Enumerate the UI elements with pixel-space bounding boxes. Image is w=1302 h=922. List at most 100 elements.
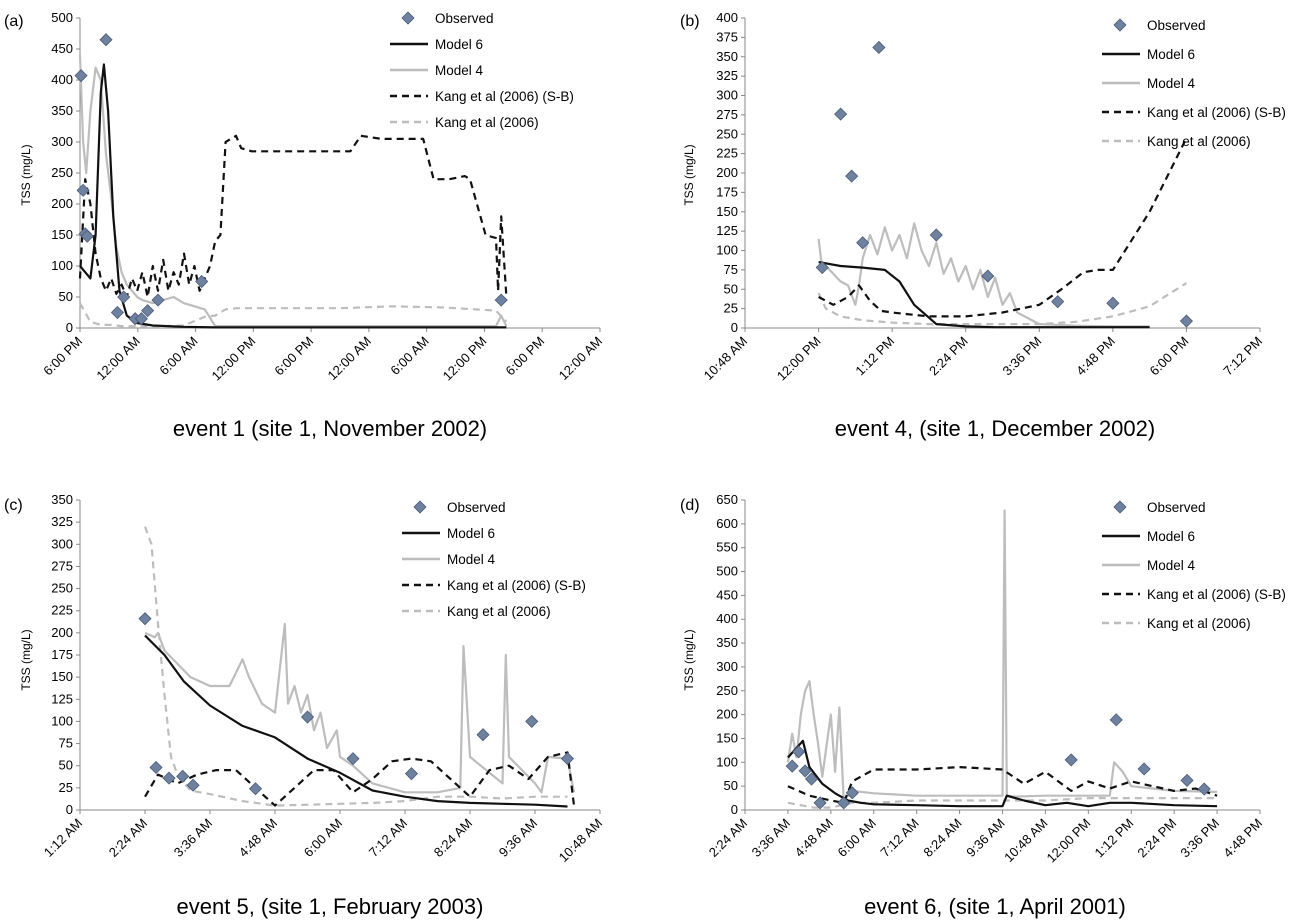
series-line-kang-et-al-2006- (143, 526, 568, 807)
legend-model6-label: Model 6 (1147, 47, 1195, 62)
x-tick-label: 12:00 AM (325, 334, 374, 383)
observed-point (525, 714, 539, 728)
observed-point (476, 728, 490, 742)
x-tick-label: 3:36 PM (1000, 334, 1045, 379)
observed-point (813, 796, 827, 810)
x-tick-label: 8:24 AM (920, 816, 964, 860)
legend-kang-label: Kang et al (2006) (1147, 134, 1251, 149)
observed-point (186, 778, 200, 792)
observed-point (494, 293, 508, 307)
x-tick-label: 4:48 AM (236, 816, 280, 860)
y-tick-label: 0 (66, 802, 73, 817)
y-tick-label: 500 (716, 564, 738, 579)
x-tick-label: 12:00 PM (774, 334, 824, 384)
observed-point (141, 304, 155, 318)
y-tick-label: 450 (51, 41, 73, 56)
series-line-model-4 (144, 622, 576, 794)
x-tick-label: 3:36 AM (749, 816, 793, 860)
y-tick-label: 0 (731, 802, 738, 817)
observed-point (1137, 762, 1151, 776)
y-tick-label: 375 (716, 29, 738, 44)
legend-observed-marker (413, 500, 427, 514)
series-line-kang-et-al-2006- (787, 796, 1218, 809)
series-line-model-6 (144, 634, 568, 808)
observed-point (929, 228, 943, 242)
y-tick-label: 100 (51, 713, 73, 728)
observed-point (149, 760, 163, 775)
panel-label: (d) (680, 497, 700, 514)
series-line-model-6 (787, 739, 1218, 808)
x-tick-label: 6:00 PM (502, 334, 547, 379)
y-axis-title: TSS (mg/L) (19, 629, 33, 690)
x-tick-label: 4:48 PM (1073, 334, 1118, 379)
y-tick-label: 650 (716, 492, 738, 507)
observed-point (872, 40, 886, 55)
observed-point (1109, 713, 1123, 727)
x-tick-label: 10:48 AM (556, 816, 605, 865)
x-tick-label: 7:12 PM (1220, 334, 1265, 379)
y-tick-label: 350 (51, 103, 73, 118)
legend-kang-label: Kang et al (2006) (435, 115, 539, 130)
y-tick-label: 450 (716, 587, 738, 602)
x-tick-label: 7:12 AM (366, 816, 410, 860)
y-tick-label: 50 (59, 289, 73, 304)
panel-label: (a) (4, 13, 24, 30)
legend-model6-label: Model 6 (1147, 529, 1195, 544)
legend-model4-label: Model 4 (447, 552, 496, 567)
y-tick-label: 225 (51, 603, 73, 618)
panel-caption: event 4, (site 1, December 2002) (835, 416, 1155, 441)
observed-point (99, 33, 113, 47)
series-line-model-6 (79, 63, 507, 329)
legend-observed-label: Observed (1147, 18, 1206, 33)
y-tick-label: 50 (724, 778, 738, 793)
legend-kang_sb-label: Kang et al (2006) (S-B) (447, 578, 586, 593)
observed-point (856, 236, 870, 250)
legend-kang_sb-label: Kang et al (2006) (S-B) (1147, 587, 1286, 602)
y-tick-label: 100 (51, 258, 73, 273)
x-tick-label: 4:48 PM (1220, 816, 1265, 861)
x-tick-label: 2:24 AM (106, 816, 150, 860)
series-line-kang-et-al-2006-s-b- (78, 134, 508, 299)
observed-point (151, 293, 165, 307)
x-tick-label: 7:12 AM (877, 816, 921, 860)
legend-model4-label: Model 4 (435, 63, 484, 78)
y-tick-label: 200 (51, 196, 73, 211)
x-tick-label: 12:00 AM (93, 334, 142, 383)
panel-3: 0 50 100 150 200 250 300 350 400 450 500 550 600 650 2… (680, 492, 1286, 919)
observed-point (134, 312, 148, 326)
y-tick-label: 550 (716, 540, 738, 555)
observed-point (815, 260, 829, 275)
y-tick-label: 500 (51, 10, 73, 25)
observed-point (162, 771, 176, 785)
x-tick-label: 12:00 PM (208, 334, 258, 384)
y-tick-label: 75 (59, 736, 73, 751)
x-tick-label: 3:36 AM (171, 816, 215, 860)
legend-kang-label: Kang et al (2006) (447, 604, 551, 619)
observed-point (195, 274, 209, 289)
observed-point (1197, 782, 1211, 796)
y-tick-label: 200 (51, 625, 73, 640)
y-tick-label: 225 (716, 146, 738, 161)
observed-point (792, 745, 806, 759)
series-line-kang-et-al-2006-s-b- (818, 137, 1188, 318)
x-tick-label: 2:24 AM (706, 816, 750, 860)
panel-label: (c) (4, 497, 23, 514)
series-line-kang-et-al-2006- (79, 302, 508, 328)
x-tick-label: 6:00 AM (156, 334, 200, 378)
legend-observed-marker (1113, 500, 1127, 514)
legend-kang_sb-label: Kang et al (2006) (S-B) (1147, 105, 1286, 120)
y-tick-label: 275 (51, 558, 73, 573)
x-tick-label: 4:48 AM (792, 816, 836, 860)
y-tick-label: 75 (724, 262, 738, 277)
legend-observed-marker (401, 11, 415, 25)
observed-point (346, 752, 360, 766)
panel-label: (b) (680, 13, 700, 30)
x-tick-label: 2:24 PM (926, 334, 971, 379)
series-line-kang-et-al-2006- (817, 282, 1187, 326)
series-line-model-4 (78, 55, 508, 328)
observed-point (404, 767, 419, 781)
series-line-kang-et-al-2006-s-b- (144, 751, 576, 807)
x-tick-label: 12:00 PM (440, 334, 490, 384)
series-line-model-4 (786, 509, 1218, 802)
